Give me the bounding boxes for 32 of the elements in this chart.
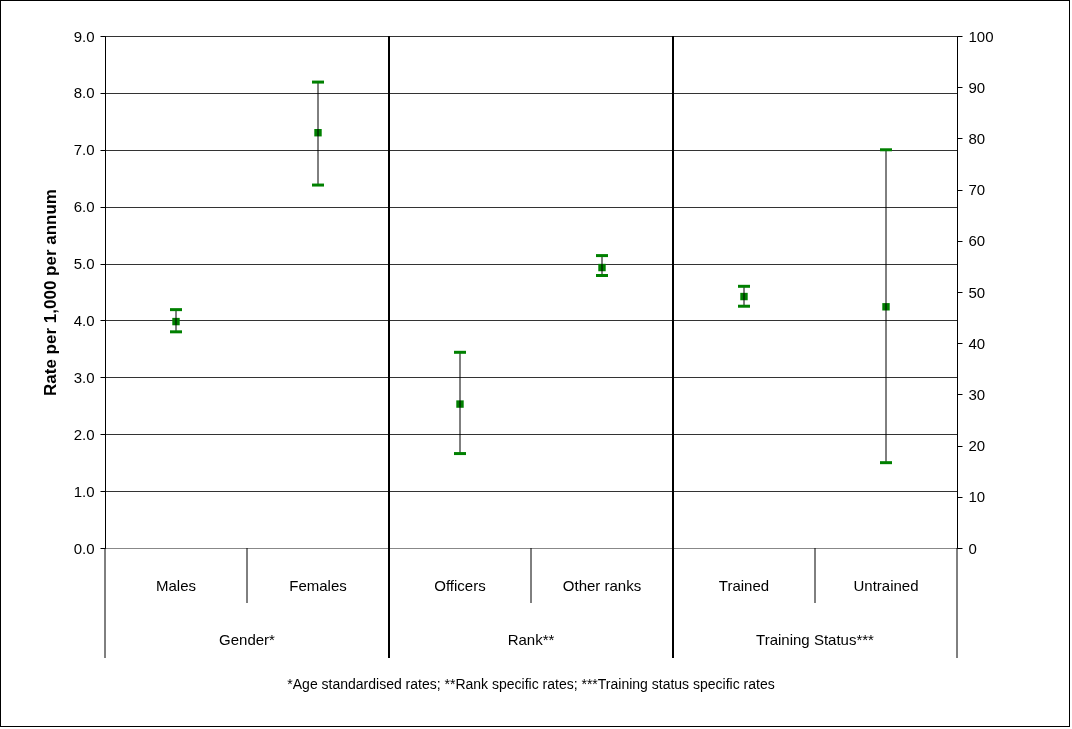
x-tick-label: Trained — [718, 576, 770, 594]
y2-tick-label: 40 — [968, 334, 986, 352]
text: Training Status*** — [756, 631, 875, 648]
x-tick-label: Males — [155, 576, 197, 594]
y2-tick-label: 20 — [968, 437, 986, 455]
y-tick-label: 8.0 — [73, 84, 95, 102]
y2-tick-label: 10 — [968, 488, 986, 506]
x-tick-label: Other ranks — [562, 576, 642, 594]
y-tick-label: 4.0 — [73, 311, 95, 329]
text: Rank** — [507, 631, 555, 648]
y2-tick-label: 100 — [968, 27, 994, 45]
y2-tick-label: 60 — [968, 232, 986, 250]
y-tick-label: 1.0 — [73, 482, 95, 500]
y-tick-label: 6.0 — [73, 198, 95, 216]
y-tick-label: 5.0 — [73, 255, 95, 273]
text: Gender* — [219, 631, 276, 648]
x-tick-label: Females — [289, 576, 347, 594]
y2-tick-label: 90 — [968, 78, 986, 96]
y2-tick-label: 0 — [968, 539, 977, 557]
x-tick-label: Officers — [434, 576, 486, 594]
y-tick-label: 9.0 — [73, 27, 95, 45]
y-tick-label: 3.0 — [73, 368, 95, 386]
y2-tick-label: 50 — [968, 283, 986, 301]
y-tick-label: 7.0 — [73, 141, 95, 159]
x-tick-label: Untrained — [853, 576, 919, 594]
y-axis-title: Rate per 1,000 per annum — [40, 189, 60, 396]
y-tick-label: 0.0 — [73, 539, 95, 557]
text: *Age standardised rates; **Rank specific rates; ***Training status specific rates — [287, 676, 775, 692]
y-tick-label: 2.0 — [73, 425, 95, 443]
y2-tick-label: 30 — [968, 385, 986, 403]
y2-tick-label: 80 — [968, 129, 986, 147]
y2-tick-label: 70 — [968, 181, 986, 199]
